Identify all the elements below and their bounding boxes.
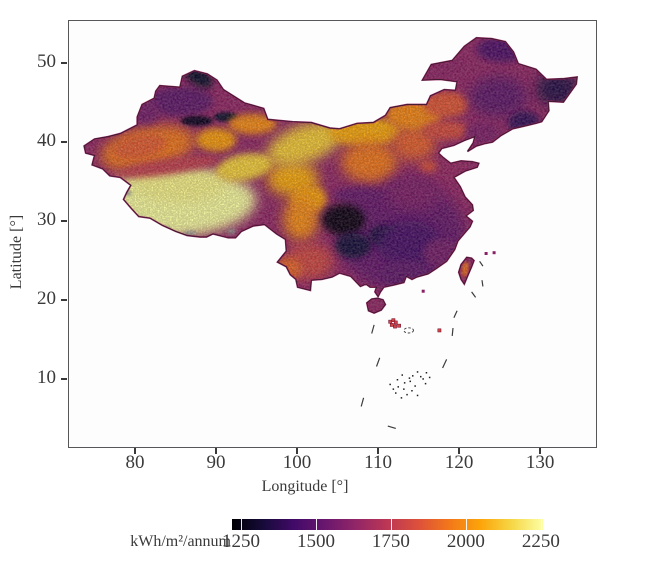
colorbar-tick-mark [316, 519, 317, 530]
y-tick-label: 50 [37, 50, 56, 72]
colorbar-tick-mark [241, 519, 242, 530]
x-tick-mark [296, 448, 299, 454]
y-tick-mark [61, 298, 67, 301]
colorbar-tick-label: 2000 [446, 531, 485, 552]
x-tick-mark [539, 448, 542, 454]
colorbar [232, 519, 543, 530]
colorbar-tick-mark [540, 519, 542, 530]
x-tick-label: 110 [364, 452, 392, 473]
y-tick-mark [61, 61, 67, 64]
china-heatmap [83, 36, 579, 429]
y-axis-label: Latitude [°] [8, 214, 25, 290]
colorbar-tick-label: 2250 [521, 531, 560, 552]
x-tick-mark [458, 448, 461, 454]
plot-area [68, 20, 597, 448]
x-axis-label: Longitude [°] [261, 478, 349, 495]
colorbar-tick-label: 1250 [222, 531, 260, 552]
y-tick-label: 30 [37, 208, 56, 230]
colorbar-tick-mark [465, 519, 467, 530]
x-tick-label: 100 [282, 452, 312, 473]
y-tick-mark [61, 219, 67, 222]
x-tick-mark [215, 448, 218, 454]
y-tick-mark [61, 140, 67, 143]
colorbar-tick-mark [390, 519, 392, 530]
x-tick-label: 120 [444, 452, 474, 473]
x-tick-label: 80 [125, 452, 145, 473]
x-tick-mark [134, 448, 136, 454]
x-tick-mark [377, 448, 380, 454]
colorbar-tick-label: 1500 [297, 531, 335, 552]
x-tick-label: 130 [525, 452, 555, 473]
y-tick-label: 10 [37, 366, 56, 388]
y-tick-label: 40 [37, 129, 56, 151]
colorbar-tick-label: 1750 [371, 531, 410, 552]
colorbar-unit-label: kWh/m²/annum [130, 533, 231, 550]
x-tick-label: 90 [206, 452, 226, 473]
y-tick-label: 20 [37, 287, 56, 309]
heatmap-fill [84, 37, 578, 314]
y-tick-mark [61, 377, 67, 380]
